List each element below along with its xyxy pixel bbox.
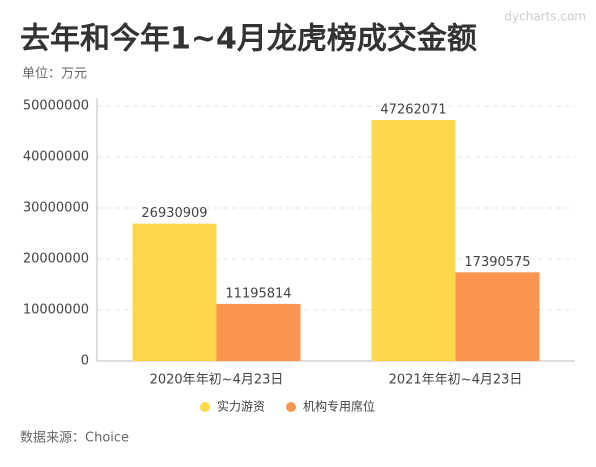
value-label: 26930909: [141, 206, 207, 221]
y-tick-label: 30000000: [23, 201, 89, 216]
y-tick-label: 0: [81, 354, 89, 369]
legend-label: 实力游资: [217, 399, 265, 414]
bar: [455, 272, 540, 361]
legend-swatch: [200, 402, 210, 412]
value-label: 17390575: [464, 255, 530, 270]
y-tick-label: 40000000: [23, 150, 89, 165]
legend-label: 机构专用席位: [303, 399, 375, 414]
source-note: 数据来源：Choice: [20, 431, 129, 446]
bar: [216, 303, 301, 361]
y-tick-label: 50000000: [23, 99, 89, 114]
watermark: dycharts.com: [504, 10, 586, 24]
y-tick-label: 20000000: [23, 252, 89, 267]
x-tick-label: 2021年年初~4月23日: [389, 373, 523, 388]
value-label: 11195814: [225, 286, 291, 301]
chart-subtitle: 单位：万元: [22, 67, 87, 82]
chart-title: 去年和今年1~4月龙虎榜成交金额: [20, 22, 477, 57]
bar: [132, 223, 217, 361]
legend-swatch: [286, 402, 297, 412]
value-label: 47262071: [380, 102, 446, 117]
y-tick-label: 10000000: [23, 303, 89, 318]
x-tick-label: 2020年年初~4月23日: [150, 373, 284, 388]
bar: [371, 119, 456, 361]
